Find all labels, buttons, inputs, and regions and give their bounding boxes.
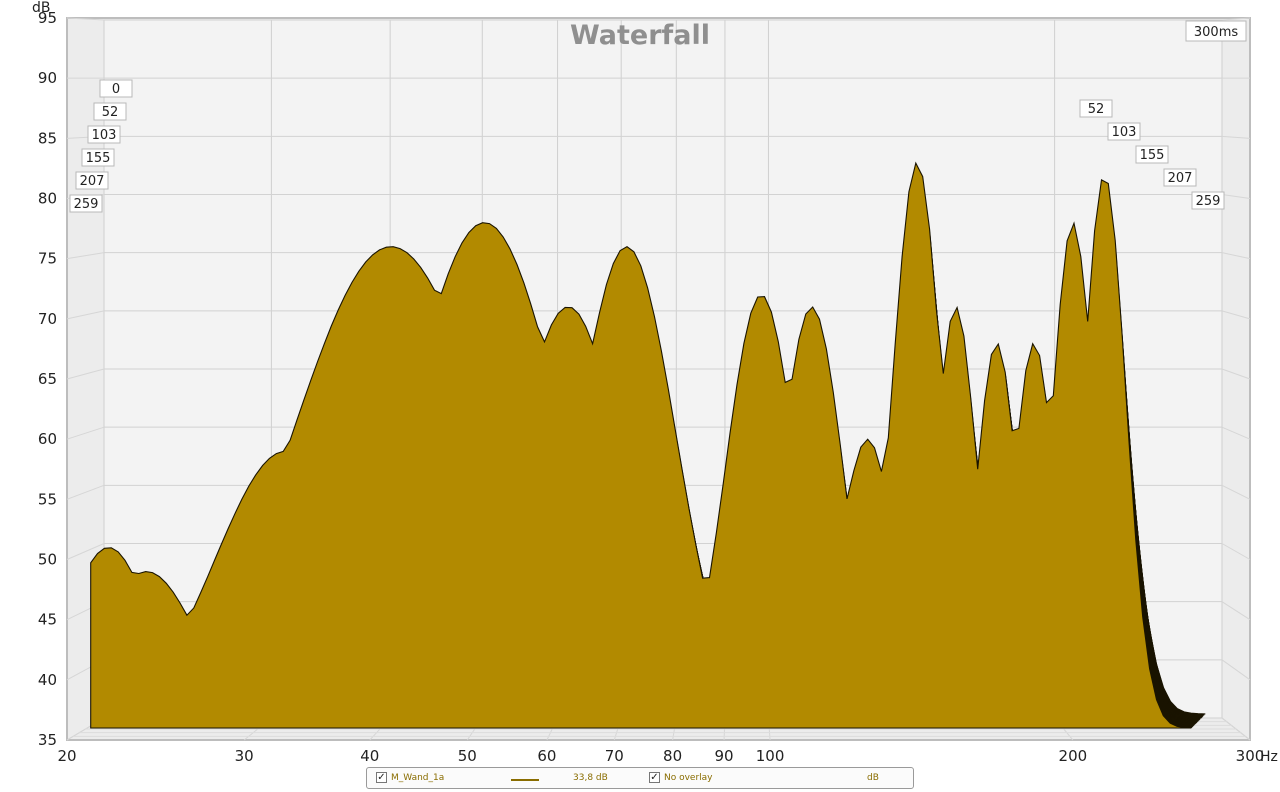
time-label-text: 52 <box>1088 102 1105 117</box>
time-label-text: 207 <box>1168 171 1193 186</box>
time-label-text: 259 <box>1196 194 1221 209</box>
time-label-text: 0 <box>112 82 120 97</box>
legend-unit: dB <box>867 773 879 783</box>
time-label-text: 52 <box>102 105 119 120</box>
time-label-left: 155 <box>81 148 115 167</box>
grid-side-line <box>66 484 105 500</box>
y-tick-label: 35 <box>38 731 57 749</box>
grid-side-line <box>1221 659 1251 681</box>
x-tick-label: 60 <box>537 747 556 765</box>
series-value: 33,8 dB <box>573 773 608 783</box>
grid-side-line <box>1221 252 1251 260</box>
grid-side-line <box>66 368 105 380</box>
grid-side-line <box>1221 426 1251 440</box>
x-axis-unit: Hz <box>1260 749 1278 765</box>
time-label-left: 0 <box>99 79 133 98</box>
y-tick-label: 40 <box>38 671 57 689</box>
y-tick-label: 85 <box>38 129 57 147</box>
grid-side-line <box>1221 310 1251 320</box>
time-label-text: 259 <box>74 197 99 212</box>
y-tick-label: 75 <box>38 250 57 268</box>
grid-side-line <box>66 426 105 440</box>
time-label-right: 103 <box>1107 122 1141 141</box>
series-checkbox[interactable]: ✓ <box>376 772 387 783</box>
y-tick-label: 70 <box>38 310 57 328</box>
time-label-right: 259 <box>1191 191 1225 210</box>
time-label-right: 207 <box>1163 168 1197 187</box>
time-label-right: 52 <box>1079 99 1113 118</box>
x-tick-label: 80 <box>663 747 682 765</box>
y-tick-label: 45 <box>38 611 57 629</box>
grid-side-line <box>1221 543 1251 560</box>
x-tick-label: 70 <box>605 747 624 765</box>
overlay-checkbox[interactable]: ✓ <box>649 772 660 783</box>
time-label-text: 155 <box>1140 148 1165 163</box>
chart-title: Waterfall <box>570 20 710 51</box>
grid-side-line <box>1221 484 1251 500</box>
y-tick-labels: 35 40 45 50 55 60 65 70 75 80 85 90 95 <box>38 9 57 749</box>
y-axis-unit: dB <box>32 0 51 16</box>
time-label-left: 207 <box>75 171 109 190</box>
y-tick-label: 60 <box>38 430 57 448</box>
y-tick-label: 65 <box>38 370 57 388</box>
time-label-text: 155 <box>86 151 111 166</box>
x-tick-label: 200 <box>1059 747 1088 765</box>
y-tick-label: 80 <box>38 190 57 208</box>
time-window-badge: 300ms <box>1185 20 1247 42</box>
grid-side-line <box>66 543 105 560</box>
overlay-label: No overlay <box>664 773 713 783</box>
x-tick-label: 90 <box>715 747 734 765</box>
grid-side-line <box>1221 17 1251 21</box>
x-tick-label: 50 <box>458 747 477 765</box>
grid-side-line <box>1221 135 1251 139</box>
time-label-left: 103 <box>87 125 121 144</box>
y-tick-label: 55 <box>38 490 57 508</box>
x-tick-labels: 20 30 40 50 60 70 80 90 100 200 300 <box>57 747 1264 765</box>
time-label-left: 52 <box>93 102 127 121</box>
legend-bar: ✓ M_Wand_1a 33,8 dB ✓ No overlay dB <box>366 767 914 789</box>
time-label-text: 103 <box>92 128 117 143</box>
grid-side-line <box>1221 194 1251 199</box>
grid-side-line <box>66 17 105 21</box>
grid-side-line <box>1221 601 1251 621</box>
series-name: M_Wand_1a <box>391 773 445 783</box>
time-label-left: 259 <box>69 194 103 213</box>
time-label-text: 207 <box>80 174 105 189</box>
x-tick-label: 20 <box>57 747 76 765</box>
x-tick-label: 300 <box>1236 747 1265 765</box>
y-tick-label: 50 <box>38 551 57 569</box>
time-label-right: 155 <box>1135 145 1169 164</box>
x-tick-label: 30 <box>235 747 254 765</box>
series-line-swatch <box>511 779 539 781</box>
time-window-label: 300ms <box>1194 25 1238 40</box>
x-tick-label: 40 <box>360 747 379 765</box>
grid-side-line <box>66 310 105 320</box>
time-label-text: 103 <box>1112 125 1137 140</box>
grid-side-line <box>1221 368 1251 380</box>
x-tick-label: 100 <box>756 747 785 765</box>
y-tick-label: 95 <box>38 9 57 27</box>
y-tick-label: 90 <box>38 69 57 87</box>
waterfall-slices <box>90 161 1206 729</box>
waterfall-slice <box>90 161 1192 729</box>
grid-side-line <box>66 252 105 260</box>
